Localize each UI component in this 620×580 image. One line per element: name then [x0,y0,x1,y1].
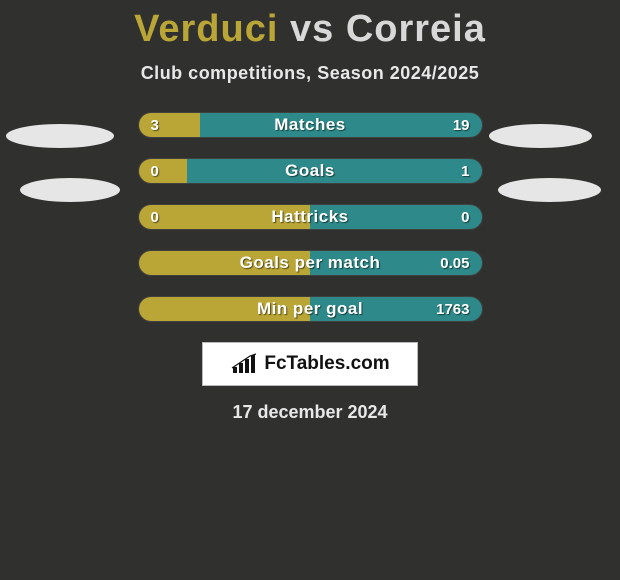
row-value-left: 0 [151,205,159,229]
page-title: Verduci vs Correia [0,0,620,51]
row-label: Matches [139,113,482,137]
row-label: Min per goal [139,297,482,321]
comparison-row: Goals0 1 [138,158,483,184]
comparison-row: Matches3 19 [138,112,483,138]
row-value-right: 19 [453,113,470,137]
title-vs: vs [290,8,334,50]
footer-brand-box: FcTables.com [202,342,418,386]
row-value-right: 1 [461,159,469,183]
badge-slot-right-1 [489,124,592,148]
row-value-right: 1763 [436,297,469,321]
row-label: Hattricks [139,205,482,229]
badge-slot-right-2 [498,178,601,202]
badge-slot-left-1 [6,124,114,148]
row-value-right: 0.05 [440,251,469,275]
row-value-right: 0 [461,205,469,229]
badge-slot-left-2 [20,178,120,202]
comparison-row: Min per goal1763 [138,296,483,322]
row-value-left: 3 [151,113,159,137]
title-left: Verduci [134,8,278,50]
datestamp: 17 december 2024 [0,402,620,423]
footer-brand-text: FcTables.com [264,353,389,375]
bar-chart-icon [230,353,258,375]
row-label: Goals [139,159,482,183]
subtitle: Club competitions, Season 2024/2025 [0,63,620,84]
row-label: Goals per match [139,251,482,275]
comparison-row: Goals per match0.05 [138,250,483,276]
row-value-left: 0 [151,159,159,183]
comparison-row: Hattricks0 0 [138,204,483,230]
title-right: Correia [346,8,486,50]
comparison-bars: Matches319Goals01Hattricks00Goals per ma… [138,112,483,322]
